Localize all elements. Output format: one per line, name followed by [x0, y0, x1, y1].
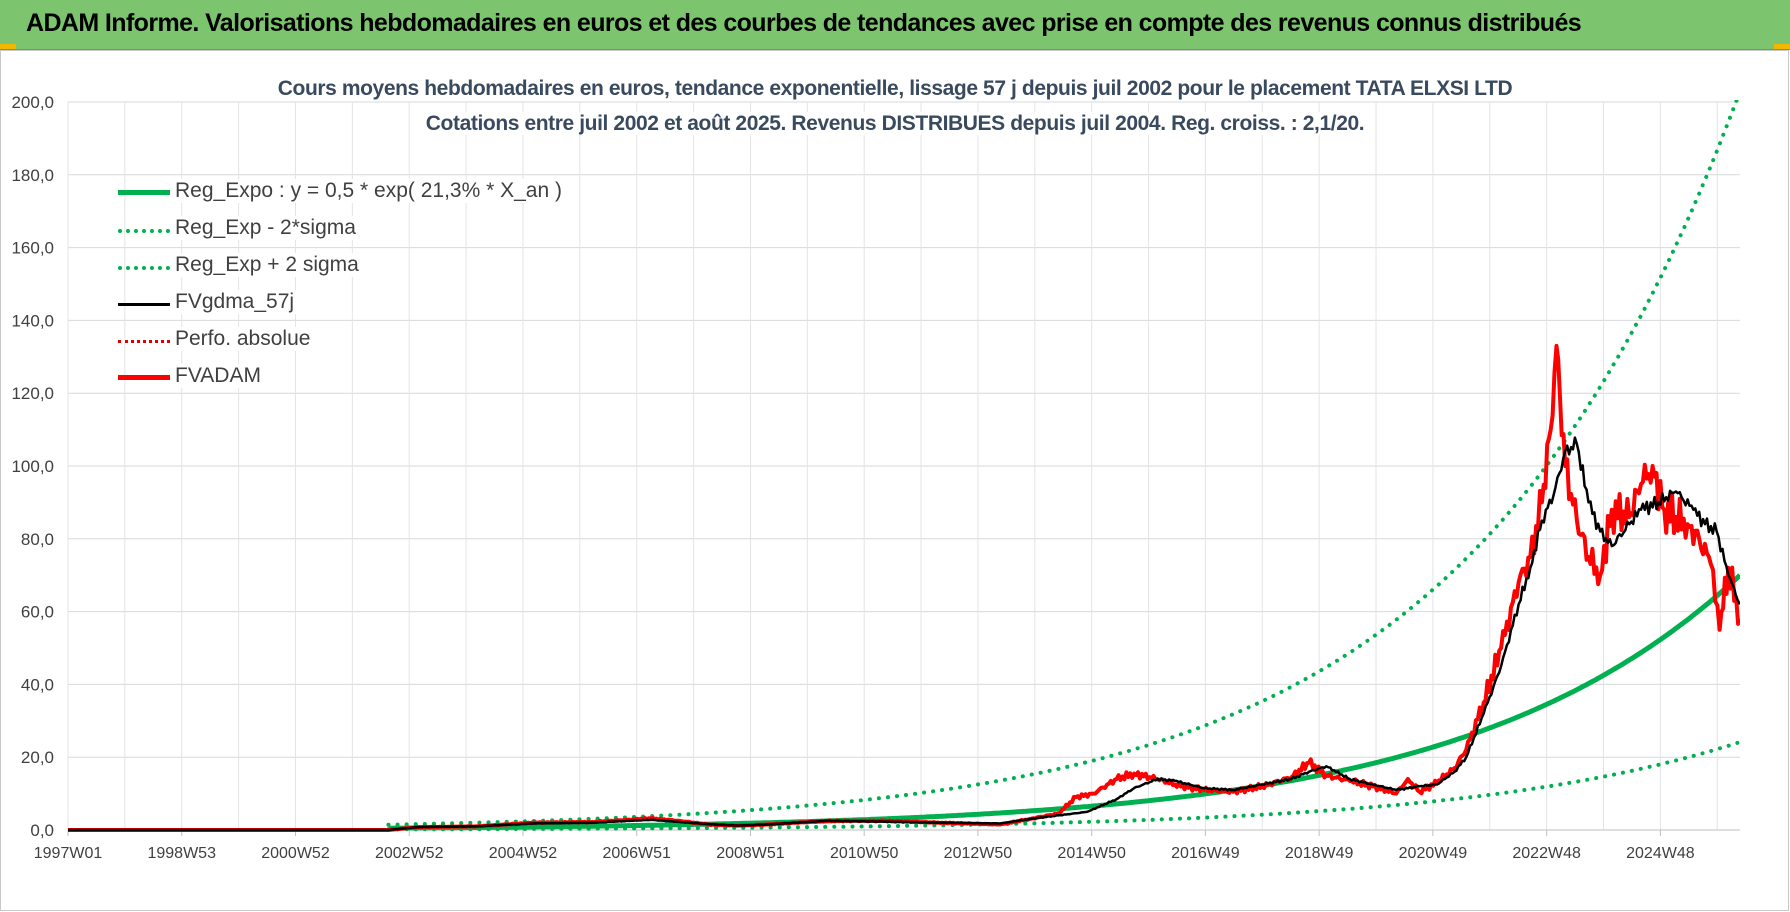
- chart-frame: [0, 50, 1789, 911]
- y-tick-label: 0,0: [30, 821, 54, 840]
- x-tick-label: 2004W52: [489, 845, 558, 862]
- corner-mark-right: [1774, 44, 1790, 49]
- x-tick-label: 2006W51: [602, 845, 671, 862]
- y-tick-label: 160,0: [11, 239, 54, 258]
- chart-subtitle-text: Cotations entre juil 2002 et août 2025. …: [419, 112, 1371, 135]
- x-tick-label: 2002W52: [375, 845, 444, 862]
- chart-title-text: Cours moyens hebdomadaires en euros, ten…: [271, 77, 1519, 100]
- corner-mark-left: [0, 44, 16, 49]
- x-tick-label: 2022W48: [1512, 845, 1581, 862]
- legend-swatch-fvadam: [118, 375, 170, 380]
- legend-label-perfo: Perfo. absolue: [175, 327, 315, 351]
- legend-label-reg-exp-plus: Reg_Exp + 2 sigma: [175, 253, 363, 277]
- legend-swatch-reg-expo: [118, 190, 170, 195]
- x-tick-label: 2012W50: [944, 845, 1013, 862]
- y-tick-label: 140,0: [11, 311, 54, 330]
- y-tick-label: 20,0: [21, 748, 54, 767]
- legend-label-reg-exp-minus: Reg_Exp - 2*sigma: [175, 216, 360, 240]
- series-reg-exp-plus-2sigma: [386, 100, 1739, 827]
- series-fvgdma-57j: [68, 436, 1740, 832]
- legend-swatch-reg-exp-minus: [118, 229, 170, 233]
- chart-title: Cours moyens hebdomadaires en euros, ten…: [0, 77, 1790, 101]
- y-tick-label: 120,0: [11, 384, 54, 403]
- y-tick-label: 80,0: [21, 530, 54, 549]
- y-tick-label: 200,0: [11, 93, 54, 112]
- x-tick-label: 2010W50: [830, 845, 899, 862]
- x-tick-label: 2016W49: [1171, 845, 1240, 862]
- series-reg-exp-minus-2sigma: [386, 740, 1740, 832]
- x-tick-label: 1998W53: [147, 845, 216, 862]
- series-reg-expo: [388, 573, 1740, 831]
- x-tick-label: 2014W50: [1057, 845, 1126, 862]
- y-tick-label: 40,0: [21, 675, 54, 694]
- chart-subtitle: Cotations entre juil 2002 et août 2025. …: [0, 112, 1790, 136]
- legend-label-reg-expo: Reg_Expo : y = 0,5 * exp( 21,3% * X_an ): [175, 179, 566, 203]
- legend-swatch-reg-exp-plus: [118, 266, 170, 270]
- y-tick-label: 100,0: [11, 457, 54, 476]
- x-tick-label: 1997W01: [34, 845, 103, 862]
- y-tick-label: 180,0: [11, 166, 54, 185]
- legend-label-fvgdma: FVgdma_57j: [175, 290, 299, 314]
- legend-label-fvadam: FVADAM: [175, 364, 265, 388]
- x-tick-label: 2020W49: [1399, 845, 1468, 862]
- legend-swatch-fvgdma: [118, 303, 170, 306]
- banner-title: ADAM Informe. Valorisations hebdomadaire…: [26, 9, 1582, 37]
- x-tick-label: 2018W49: [1285, 845, 1354, 862]
- y-tick-label: 60,0: [21, 603, 54, 622]
- x-tick-label: 2024W48: [1626, 845, 1695, 862]
- x-tick-label: 2008W51: [716, 845, 785, 862]
- x-tick-label: 2000W52: [261, 845, 330, 862]
- banner: ADAM Informe. Valorisations hebdomadaire…: [0, 0, 1790, 50]
- legend-swatch-perfo: [118, 340, 170, 343]
